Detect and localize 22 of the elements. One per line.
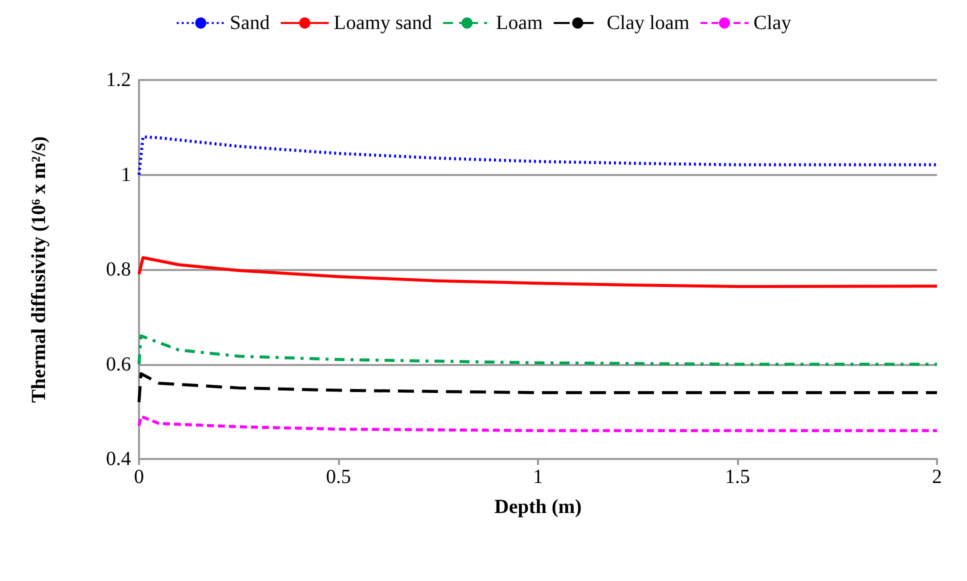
- line-series: [138, 256, 938, 288]
- y-tick-label: 1: [121, 164, 131, 186]
- x-tick-label: 0.5: [326, 466, 351, 488]
- x-tick-label: 1: [533, 466, 543, 488]
- line-series: [138, 135, 938, 176]
- y-tick-label: 0.6: [106, 353, 131, 376]
- x-axis-title: Depth (m): [494, 496, 582, 518]
- line-series: [138, 414, 938, 432]
- legend-label: Clay: [753, 12, 792, 34]
- y-tick-label: 0.8: [106, 258, 131, 280]
- y-axis-title: Thermal diffusivity (10⁶ x m²/s): [28, 136, 50, 403]
- y-tick-label: 1.2: [106, 69, 131, 91]
- line-series: [138, 372, 938, 404]
- x-tick-label: 0: [134, 466, 144, 488]
- x-tick-label: 2: [932, 466, 942, 488]
- y-tick-label: 0.4: [106, 448, 131, 470]
- line-series: [138, 334, 938, 366]
- legend-label: Clay loam: [606, 12, 690, 34]
- legend-label: Loamy sand: [334, 12, 432, 34]
- legend-label: Loam: [496, 12, 544, 34]
- legend-label: Sand: [230, 12, 270, 34]
- x-tick-label: 1.5: [725, 466, 750, 488]
